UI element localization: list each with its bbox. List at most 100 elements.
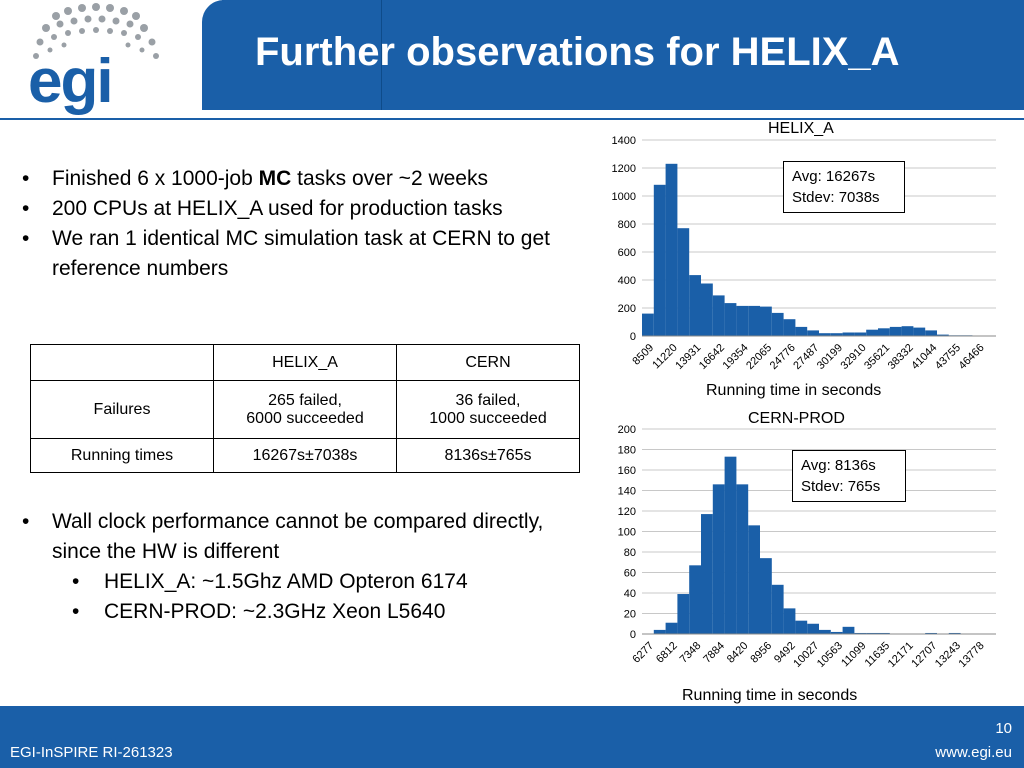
x-tick-label: 11099: [839, 640, 869, 670]
histogram-bar: [948, 632, 961, 634]
histogram-bar: [937, 334, 949, 336]
bullet-item: Finished 6 x 1000-job MC tasks over ~2 w…: [22, 164, 592, 194]
histogram-bar: [830, 631, 843, 634]
histogram-bar: [653, 629, 666, 634]
x-tick-label: 38332: [886, 342, 916, 372]
histogram-bar: [925, 632, 937, 634]
sub-bullet-item: CERN-PROD: ~2.3GHz Xeon L5640: [72, 597, 592, 627]
histogram-bar: [878, 632, 890, 634]
histogram-bar: [712, 484, 725, 634]
x-tick-label: 41044: [909, 342, 939, 372]
y-tick-label: 0: [630, 331, 636, 343]
table-row: Running times 16267s±7038s 8136s±765s: [30, 438, 580, 473]
table-cell: 36 failed, 1000 succeeded: [396, 380, 580, 439]
y-tick-label: 40: [624, 588, 636, 600]
histogram-bar: [819, 629, 831, 634]
x-tick-label: 13778: [957, 640, 987, 670]
y-tick-label: 160: [618, 465, 636, 477]
chart-title-cern: CERN-PROD: [748, 410, 845, 427]
bullet-text: tasks over ~2 weeks: [291, 167, 488, 190]
page-number: 10: [995, 720, 1012, 737]
x-tick-label: 24776: [768, 342, 798, 372]
histogram-bar: [878, 328, 890, 336]
histogram-bar: [807, 623, 819, 634]
histogram-bar: [677, 594, 690, 634]
histogram-bar: [842, 332, 855, 336]
histogram-bar: [795, 620, 808, 634]
x-tick-label: 27487: [791, 342, 821, 372]
bullet-text: 200 CPUs at HELIX_A used for production …: [52, 197, 503, 220]
x-tick-label: 30199: [815, 342, 845, 372]
y-tick-label: 1200: [612, 163, 636, 175]
y-tick-label: 400: [618, 275, 636, 287]
histogram-bar: [866, 329, 878, 336]
header-rule: [0, 118, 1024, 120]
histogram-bar: [807, 330, 819, 336]
y-tick-label: 0: [630, 629, 636, 641]
table-header-cell: HELIX_A: [213, 344, 397, 381]
bullet-text: HELIX_A: ~1.5Ghz AMD Opteron 6174: [104, 570, 468, 593]
slide-header: egi Further observations for HELIX_A: [0, 0, 1024, 120]
table-row: Failures 265 failed, 6000 succeeded 36 fa…: [30, 380, 580, 439]
footer-website-link[interactable]: www.egi.eu: [935, 744, 1012, 761]
x-tick-label: 43755: [933, 342, 963, 372]
histogram-bar: [925, 330, 937, 336]
footer-project-id: EGI-InSPIRE RI-261323: [10, 744, 173, 761]
callout-avg: Avg: 8136s: [801, 457, 876, 474]
cell-line: 265 failed,: [268, 391, 342, 409]
table-cell: 265 failed, 6000 succeeded: [213, 380, 397, 439]
x-tick-label: 8956: [748, 640, 774, 666]
x-tick-label: 16642: [697, 342, 727, 372]
callout-avg: Avg: 16267s: [792, 168, 876, 185]
y-tick-label: 60: [624, 568, 636, 580]
bullet-text: CERN-PROD: ~2.3GHz Xeon L5640: [104, 600, 446, 623]
histogram-bar: [736, 484, 749, 634]
sub-bullet-item: HELIX_A: ~1.5Ghz AMD Opteron 6174: [72, 567, 592, 597]
title-band: [202, 0, 1024, 110]
y-tick-label: 100: [618, 527, 636, 539]
x-tick-label: 12707: [909, 640, 939, 670]
bullet-text: Finished 6 x 1000-job: [52, 167, 259, 190]
x-tick-label: 10027: [791, 640, 821, 670]
histogram-bar: [653, 184, 666, 336]
slide-footer: 10 EGI-InSPIRE RI-261323 www.egi.eu: [0, 706, 1024, 768]
histogram-bar: [642, 313, 654, 336]
helix-stats-callout: Avg: 16267s Stdev: 7038s: [783, 161, 905, 213]
histogram-bar: [913, 327, 926, 336]
histogram-bar: [724, 303, 737, 336]
cell-line: 36 failed,: [455, 391, 521, 409]
helix-histogram: 0200400600800100012001400850911220139311…: [612, 136, 996, 372]
callout-stdev: Stdev: 7038s: [792, 189, 880, 206]
histogram-bar: [901, 326, 914, 336]
table-cell: 8136s±765s: [396, 438, 580, 473]
y-tick-label: 20: [624, 609, 636, 621]
bullet-text: We ran 1 identical MC simulation task at…: [52, 227, 550, 280]
x-tick-label: 6277: [630, 640, 656, 666]
table-header-cell: [30, 344, 214, 381]
histogram-bar: [748, 525, 760, 634]
x-tick-label: 13243: [933, 640, 963, 670]
top-bullet-list: Finished 6 x 1000-job MC tasks over ~2 w…: [22, 164, 592, 284]
bullet-text: Wall clock performance cannot be compare…: [52, 510, 544, 563]
histogram-bar: [771, 312, 784, 336]
title-divider: [381, 0, 382, 110]
y-tick-label: 120: [618, 506, 636, 518]
cern-stats-callout: Avg: 8136s Stdev: 765s: [792, 450, 906, 502]
histogram-bar: [819, 333, 831, 336]
histogram-bar: [771, 584, 784, 634]
comparison-table: HELIX_A CERN Failures 265 failed, 6000 su…: [30, 344, 580, 473]
histogram-bar: [712, 295, 725, 336]
histogram-bar: [830, 333, 843, 336]
y-tick-label: 1000: [612, 191, 636, 203]
y-tick-label: 600: [618, 247, 636, 259]
histogram-bar: [701, 283, 713, 336]
y-tick-label: 200: [618, 424, 636, 436]
histogram-bar: [760, 306, 772, 336]
slide-title: Further observations for HELIX_A: [255, 30, 900, 74]
chart-xlabel-cern: Running time in seconds: [682, 687, 858, 704]
x-tick-label: 46466: [957, 342, 987, 372]
sub-bullet-list: HELIX_A: ~1.5Ghz AMD Opteron 6174 CERN-P…: [52, 567, 592, 627]
x-tick-label: 32910: [839, 342, 869, 372]
histogram-bar: [854, 332, 867, 336]
x-tick-label: 19354: [721, 342, 751, 372]
